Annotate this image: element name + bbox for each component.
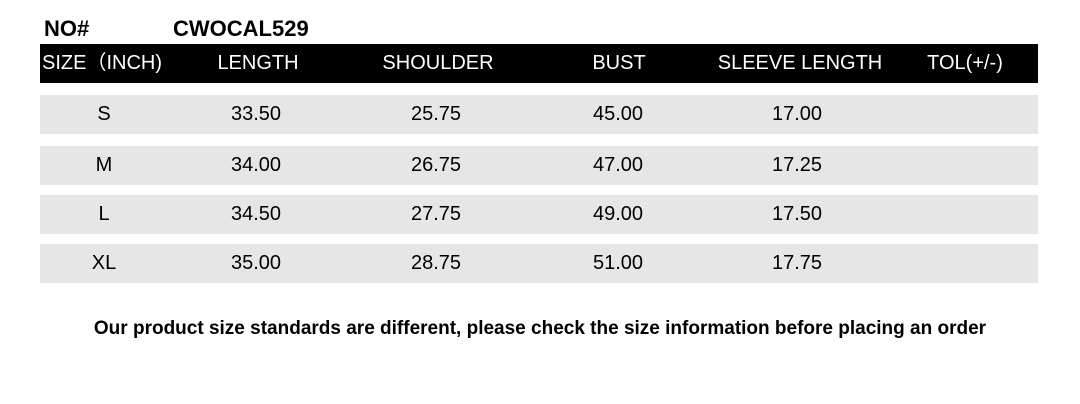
footer-note: Our product size standards are different… [93,318,987,339]
cell-bust: 47.00 [592,154,644,176]
cell-length: 35.00 [230,252,282,274]
cell-length: 34.50 [230,203,282,225]
cell-size: M [95,154,113,176]
table-row: XL 35.00 28.75 51.00 17.75 [40,244,1038,283]
cell-sleeve-length: 17.00 [771,103,823,125]
cell-length: 33.50 [230,103,282,125]
cell-sleeve-length: 17.50 [771,203,823,225]
no-label: NO# [44,16,90,41]
table-header: SIZE（INCH) LENGTH SHOULDER BUST SLEEVE L… [40,44,1038,83]
column-header-size: SIZE（INCH) [42,52,162,74]
cell-size: S [97,103,111,125]
cell-shoulder: 26.75 [410,154,462,176]
cell-shoulder: 27.75 [410,203,462,225]
table-row: L 34.50 27.75 49.00 17.50 [40,195,1038,234]
cell-bust: 51.00 [592,252,644,274]
table-row: S 33.50 25.75 45.00 17.00 [40,95,1038,134]
table-row: M 34.00 26.75 47.00 17.25 [40,146,1038,185]
cell-shoulder: 25.75 [410,103,462,125]
column-header-length: LENGTH [217,52,299,74]
cell-size: XL [91,252,117,274]
cell-sleeve-length: 17.25 [771,154,823,176]
cell-sleeve-length: 17.75 [771,252,823,274]
cell-bust: 49.00 [592,203,644,225]
column-header-shoulder: SHOULDER [382,52,494,74]
column-header-tolerance: TOL(+/-) [927,52,1003,74]
column-header-sleeve-length: SLEEVE LENGTH [717,52,883,74]
cell-size: L [98,203,110,225]
product-code: CWOCAL529 [173,16,309,41]
cell-shoulder: 28.75 [410,252,462,274]
column-header-bust: BUST [592,52,646,74]
cell-bust: 45.00 [592,103,644,125]
cell-length: 34.00 [230,154,282,176]
